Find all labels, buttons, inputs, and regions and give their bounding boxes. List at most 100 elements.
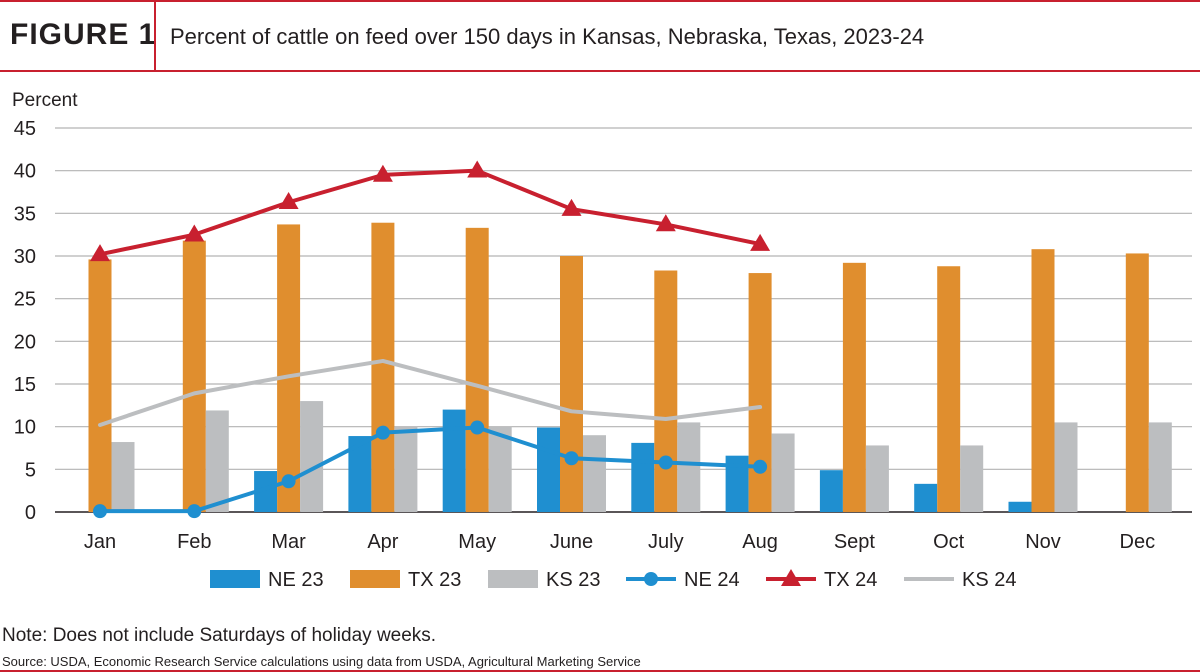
legend-tx-23-label: TX 23 [408, 569, 461, 591]
point-ne-24-aug [753, 459, 768, 474]
bar-tx-23-aug [748, 273, 772, 512]
y-tick-label: 15 [14, 374, 36, 396]
legend-ks-23-swatch [488, 570, 538, 588]
bar-ks-23-may [488, 426, 512, 512]
line-ne-24 [98, 425, 763, 514]
legend-tx-24-label: TX 24 [824, 569, 877, 591]
bar-ks-23-apr [394, 426, 418, 512]
point-ne-24-apr [375, 425, 390, 440]
bar-tx-23-jan [88, 259, 112, 512]
legend-ks-24-label: KS 24 [962, 569, 1016, 591]
x-tick-label-apr: Apr [367, 531, 398, 553]
bar-tx-23-feb [182, 240, 206, 512]
y-tick-label: 30 [14, 246, 36, 268]
bar-ks-23-dec [1148, 422, 1172, 512]
y-tick-label: 0 [25, 502, 36, 524]
bar-tx-23-apr [371, 222, 395, 512]
bar-ks-23-july [677, 422, 701, 512]
point-tx-24-feb [184, 224, 205, 242]
y-tick-label: 45 [14, 118, 36, 140]
gridlines [55, 127, 1192, 513]
bar-ks-23-oct [960, 445, 984, 512]
point-tx-24-july [655, 214, 676, 232]
bar-tx-23-oct [937, 266, 961, 512]
bar-ne-23-may [442, 409, 466, 512]
legend-ne-23-label: NE 23 [268, 569, 324, 591]
figure-title: Percent of cattle on feed over 150 days … [170, 24, 925, 49]
x-tick-label-jan: Jan [84, 531, 116, 553]
x-tick-label-oct: Oct [933, 531, 965, 553]
header-separator [154, 2, 156, 70]
y-axis-ticks: 0 5 10 15 20 25 30 35 40 45 [14, 118, 36, 524]
x-tick-label-sept: Sept [834, 531, 876, 553]
header-bottom-rule [0, 70, 1200, 72]
x-tick-label-aug: Aug [742, 531, 778, 553]
point-tx-24-aug [750, 233, 771, 251]
bar-tx-23-may [465, 227, 489, 512]
bar-ne-23-july [631, 442, 655, 512]
x-tick-label-may: May [458, 531, 496, 553]
bar-tx-23-nov [1031, 249, 1055, 512]
bar-ks-23-feb [205, 410, 229, 512]
bar-ks-23-nov [1054, 422, 1078, 512]
bar-tx-23-mar [277, 224, 301, 512]
y-tick-label: 25 [14, 289, 36, 311]
bar-ks-23-mar [300, 401, 324, 512]
bar-tx-23-dec [1125, 253, 1149, 512]
point-ne-24-mar [281, 474, 296, 489]
legend-ne-24-marker [644, 572, 658, 586]
y-tick-label: 20 [14, 331, 36, 353]
y-tick-label: 40 [14, 161, 36, 183]
figure-header: FIGURE 1 Percent of cattle on feed over … [0, 0, 1200, 72]
bar-ne-23-june [537, 427, 560, 512]
x-axis-ticks: Jan Feb Mar Apr May June July Aug Sept Oct Nov Dec [84, 531, 1155, 553]
x-tick-label-dec: Dec [1120, 531, 1156, 553]
header-top-rule [0, 0, 1200, 2]
point-tx-24-june [561, 198, 582, 216]
y-axis-title: Percent [12, 90, 78, 111]
bar-ks-23-jan [111, 442, 135, 512]
point-tx-24-mar [278, 192, 299, 210]
bar-tx-23-july [654, 270, 678, 512]
bars [88, 222, 1172, 512]
bar-ne-23-aug [725, 455, 749, 512]
line-tx-24 [98, 168, 763, 257]
x-tick-label-july: July [648, 531, 684, 553]
point-ne-24-may [470, 420, 485, 435]
bar-ne-23-mar [254, 471, 278, 512]
note-text: Note: Does not include Saturdays of holi… [2, 625, 437, 646]
bar-ne-23-apr [348, 436, 372, 512]
legend-ks-23-label: KS 23 [546, 569, 600, 591]
bottom-rule [0, 670, 1200, 672]
point-tx-24-may [467, 160, 488, 178]
cattle-on-feed-chart: Percent 0 5 10 15 20 25 30 35 40 45 Jan Feb Mar Apr M… [12, 90, 1192, 591]
y-tick-label: 10 [14, 417, 36, 439]
lines [90, 160, 771, 519]
bar-tx-23-june [560, 256, 583, 512]
figure-label: FIGURE 1 [10, 18, 157, 51]
line-ks-24 [98, 358, 763, 427]
bar-ne-23-sept [819, 470, 843, 512]
point-ne-24-july [658, 455, 673, 470]
x-tick-label-feb: Feb [177, 531, 211, 553]
bar-ks-23-june [583, 435, 606, 512]
x-tick-label-nov: Nov [1025, 531, 1061, 553]
source-text: Source: USDA, Economic Research Service … [2, 654, 641, 669]
point-ne-24-june [564, 451, 579, 466]
legend: NE 23 TX 23 KS 23 NE 24 TX 24 KS 24 [210, 569, 1016, 591]
bar-ne-23-oct [914, 483, 938, 512]
bar-ne-23-nov [1008, 501, 1032, 512]
y-tick-label: 5 [25, 459, 36, 481]
point-ne-24-jan [93, 504, 107, 519]
x-tick-label-mar: Mar [271, 531, 306, 553]
y-tick-label: 35 [14, 203, 36, 225]
legend-tx-23-swatch [350, 570, 400, 588]
legend-ne-23-swatch [210, 570, 260, 588]
point-tx-24-apr [372, 164, 393, 182]
x-tick-label-june: June [550, 531, 593, 553]
bar-ks-23-sept [865, 445, 889, 512]
point-tx-24-jan [90, 244, 110, 262]
bar-ks-23-aug [771, 433, 795, 512]
legend-tx-24-marker [781, 569, 801, 586]
bar-tx-23-sept [842, 262, 866, 512]
